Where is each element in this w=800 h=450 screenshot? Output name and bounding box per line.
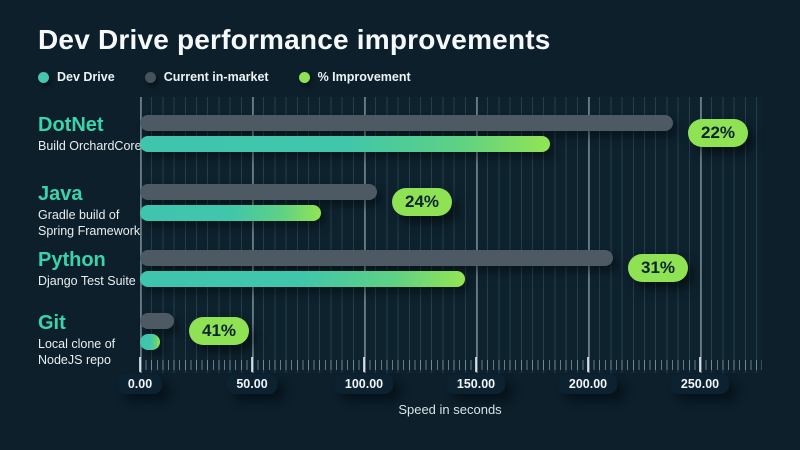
category-label-git: Git Local clone of NodeJS repo: [38, 313, 115, 368]
legend: Dev Drive Current in-market % Improvemen…: [38, 70, 411, 84]
gridline-major: [364, 97, 366, 373]
current-in-market-bar: [140, 313, 174, 329]
x-axis-tick-label: 50.00: [226, 374, 278, 394]
category-subtitle: Local clone of: [38, 337, 116, 351]
legend-label: % Improvement: [317, 70, 411, 84]
gridline-major: [140, 97, 142, 373]
improvement-badge: 22%: [688, 119, 749, 147]
dev-drive-swatch-icon: [38, 71, 49, 83]
page-title: Dev Drive performance improvements: [38, 24, 551, 55]
gridline-major: [588, 97, 590, 373]
x-axis-major-tick: [699, 357, 701, 372]
x-axis-major-tick: [475, 357, 477, 372]
x-axis-tick-label: 200.00: [558, 374, 618, 394]
category-name: Java: [38, 183, 83, 205]
dev-drive-bar: [140, 136, 550, 152]
gridline-major: [476, 97, 478, 373]
category-subtitle: Build OrchardCore: [38, 139, 142, 153]
x-axis-major-tick: [251, 357, 253, 372]
category-label-python: Python Django Test Suite: [38, 250, 136, 290]
x-axis-major-tick: [363, 357, 365, 372]
legend-label: Current in-market: [163, 70, 269, 84]
category-subtitle: Spring Framework: [38, 223, 141, 238]
improvement-swatch-icon: [298, 71, 310, 83]
current-in-market-swatch-icon: [144, 71, 156, 83]
category-name: Git: [38, 312, 66, 334]
dev-drive-bar: [140, 271, 465, 287]
category-label-java: Java Gradle build of Spring Framework: [38, 184, 140, 239]
current-in-market-bar: [140, 184, 377, 200]
dev-drive-bar: [140, 205, 321, 221]
category-name: DotNet: [38, 114, 104, 136]
category-subtitle: NodeJS repo: [38, 352, 111, 367]
x-axis-tick-label: 0.00: [117, 374, 163, 394]
legend-item-improvement: % Improvement: [298, 70, 411, 84]
category-subtitle: Gradle build of: [38, 208, 120, 222]
x-axis-title: Speed in seconds: [398, 402, 502, 417]
legend-item-current-in-market: Current in-market: [144, 70, 269, 84]
x-axis-tick-label: 150.00: [446, 374, 506, 394]
legend-item-dev-drive: Dev Drive: [38, 70, 115, 84]
legend-label: Dev Drive: [57, 70, 115, 84]
x-axis-major-tick: [587, 357, 589, 372]
x-axis-major-tick: [139, 357, 141, 372]
current-in-market-bar: [140, 250, 613, 266]
dev-drive-bar: [140, 334, 160, 350]
improvement-badge: 24%: [392, 188, 453, 216]
improvement-badge: 31%: [628, 254, 689, 282]
x-axis-minor-ticks: [140, 360, 762, 370]
x-axis-tick-label: 250.00: [670, 374, 730, 394]
category-name: Python: [38, 249, 106, 271]
gridline-major: [252, 97, 254, 373]
category-label-dotnet: DotNet Build OrchardCore: [38, 115, 142, 155]
x-axis-tick-label: 100.00: [334, 374, 394, 394]
gridline-major: [700, 97, 702, 373]
improvement-badge: 41%: [189, 317, 250, 345]
current-in-market-bar: [140, 115, 673, 131]
category-subtitle: Django Test Suite: [38, 274, 136, 288]
